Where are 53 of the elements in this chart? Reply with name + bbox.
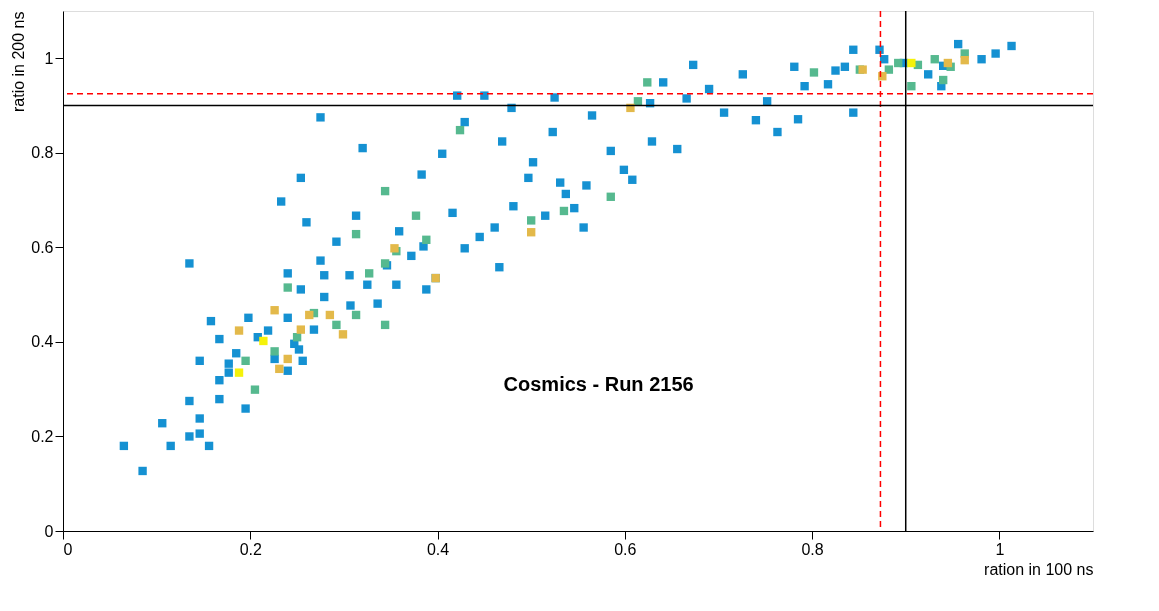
point xyxy=(270,306,279,315)
x-axis-title: ration in 100 ns xyxy=(984,560,1094,578)
point xyxy=(559,206,569,216)
point xyxy=(884,65,894,74)
y-tick-label: 0 xyxy=(44,522,54,540)
x-tick-label: 0.2 xyxy=(239,540,262,558)
point xyxy=(305,310,314,320)
point xyxy=(411,211,421,220)
point xyxy=(241,356,250,365)
point xyxy=(643,78,652,87)
point xyxy=(259,336,268,346)
y-tick-label: 1 xyxy=(44,49,54,67)
point xyxy=(527,216,536,225)
point xyxy=(527,228,536,237)
point xyxy=(455,125,465,135)
point xyxy=(296,325,306,334)
y-tick-label: 0.6 xyxy=(31,238,54,256)
point xyxy=(234,326,244,335)
point xyxy=(234,368,244,377)
point xyxy=(270,347,279,356)
point xyxy=(332,320,341,330)
point xyxy=(606,192,615,201)
x-tick-label: 0 xyxy=(63,540,73,558)
point xyxy=(351,229,361,239)
annotation: Cosmics - Run 2156 xyxy=(503,373,694,396)
point xyxy=(338,330,348,339)
point xyxy=(380,320,390,330)
point xyxy=(939,75,948,85)
point xyxy=(907,58,916,68)
point xyxy=(894,58,903,68)
x-tick-label: 0.8 xyxy=(801,540,824,558)
y-tick-label: 0.8 xyxy=(31,144,54,162)
point xyxy=(283,354,292,364)
point xyxy=(943,58,953,68)
point xyxy=(250,385,260,394)
x-tick-label: 0.4 xyxy=(426,540,450,558)
point xyxy=(422,235,431,244)
y-tick-label: 0.2 xyxy=(31,427,54,445)
point xyxy=(809,68,819,77)
y-axis-title: ratio in 200 ns xyxy=(10,11,28,113)
point xyxy=(960,55,969,65)
point xyxy=(275,364,284,374)
point xyxy=(365,269,374,278)
point xyxy=(283,283,292,292)
x-tick-label: 0.6 xyxy=(614,540,637,558)
point xyxy=(351,310,361,320)
y-tick-label: 0.4 xyxy=(31,333,54,351)
x-tick-label: 1 xyxy=(995,540,1005,558)
point xyxy=(325,310,335,320)
point xyxy=(907,81,916,91)
point xyxy=(930,55,939,64)
point xyxy=(380,186,390,196)
point xyxy=(878,72,887,81)
